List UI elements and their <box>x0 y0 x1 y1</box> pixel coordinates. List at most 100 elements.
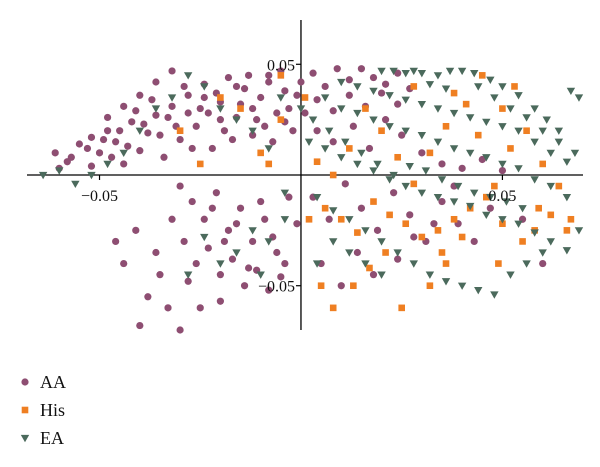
point-his <box>354 229 361 236</box>
point-aa <box>293 220 301 228</box>
point-aa <box>192 122 200 130</box>
point-aa <box>329 107 337 115</box>
point-aa <box>184 109 192 117</box>
point-ea <box>329 207 338 215</box>
point-his <box>265 160 273 168</box>
point-aa <box>168 215 176 223</box>
point-ea <box>482 118 491 127</box>
point-aa <box>438 197 446 206</box>
point-his <box>567 215 575 223</box>
point-ea <box>183 271 193 279</box>
point-aa <box>377 89 386 97</box>
point-ea <box>474 286 483 295</box>
point-aa <box>285 104 293 113</box>
point-aa <box>410 233 418 241</box>
point-aa <box>152 111 160 119</box>
point-his <box>491 182 498 190</box>
point-ea <box>445 67 455 76</box>
point-ea <box>574 94 584 102</box>
point-aa <box>216 116 224 124</box>
point-ea <box>87 171 96 180</box>
point-ea <box>320 145 330 153</box>
point-his <box>495 260 502 267</box>
point-ea <box>465 149 475 158</box>
point-ea <box>417 100 427 109</box>
point-aa <box>140 120 148 128</box>
scatter-plot: −0.05 0.05 0.05 −0.05 <box>27 20 584 334</box>
point-his <box>277 72 285 79</box>
legend-item-ea: EA <box>18 424 66 452</box>
series-ea <box>38 67 584 299</box>
point-aa <box>297 78 305 86</box>
point-ea <box>457 282 467 290</box>
point-ea <box>562 193 572 202</box>
point-aa <box>249 104 257 113</box>
point-ea <box>514 127 523 135</box>
point-aa <box>369 271 378 279</box>
point-ea <box>353 83 362 91</box>
point-aa <box>87 162 96 170</box>
point-aa <box>228 135 237 144</box>
point-his <box>402 220 410 228</box>
point-ea <box>216 260 225 268</box>
point-aa <box>281 87 289 95</box>
point-ea <box>425 271 435 279</box>
point-ea <box>377 271 386 279</box>
point-aa <box>301 109 309 117</box>
point-aa <box>478 155 486 164</box>
point-ea <box>353 109 362 118</box>
point-his <box>426 282 434 290</box>
point-aa <box>164 304 172 312</box>
point-his <box>418 233 426 241</box>
point-aa <box>232 220 241 228</box>
point-aa <box>285 193 293 201</box>
point-ea <box>337 105 346 113</box>
point-ea <box>474 83 483 91</box>
point-aa <box>313 96 321 104</box>
point-ea <box>280 216 290 224</box>
point-ea <box>264 238 273 246</box>
point-aa <box>406 211 414 219</box>
point-ea <box>417 131 427 140</box>
point-aa <box>184 277 192 285</box>
point-ea <box>341 138 350 146</box>
point-ea <box>514 220 523 228</box>
point-ea <box>276 94 286 102</box>
point-aa <box>75 140 83 148</box>
point-ea <box>320 94 330 102</box>
point-his <box>462 100 470 108</box>
point-ea <box>457 67 467 76</box>
point-his <box>277 116 285 123</box>
point-ea <box>167 94 177 102</box>
point-aa <box>365 144 374 153</box>
point-ea <box>135 127 145 135</box>
point-ea <box>425 81 435 89</box>
point-ea <box>465 114 475 122</box>
point-ea <box>324 127 334 135</box>
point-his <box>499 105 506 112</box>
point-ea <box>369 87 378 96</box>
point-aa <box>265 78 273 86</box>
point-ea <box>562 247 572 255</box>
point-aa <box>539 259 547 268</box>
point-ea <box>562 158 572 166</box>
point-his <box>217 94 224 101</box>
point-aa <box>168 102 176 110</box>
tick-labels: −0.05 0.05 0.05 −0.05 <box>81 57 516 295</box>
point-ea <box>441 85 451 93</box>
point-his <box>378 127 385 135</box>
point-aa <box>325 215 333 223</box>
point-his <box>305 215 313 223</box>
point-his <box>523 127 530 135</box>
data-points <box>38 65 584 334</box>
point-aa <box>156 271 164 279</box>
point-aa <box>261 122 269 130</box>
point-ea <box>421 167 431 175</box>
point-aa <box>220 127 229 135</box>
point-his <box>539 160 547 168</box>
point-ea <box>502 198 511 206</box>
point-ea <box>554 127 564 135</box>
point-aa <box>373 226 382 234</box>
point-aa <box>124 142 132 150</box>
legend-label: His <box>40 399 66 420</box>
